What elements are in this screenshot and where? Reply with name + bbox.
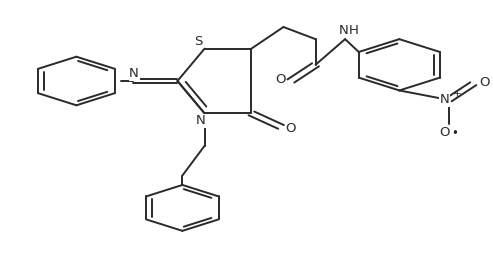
Text: +: +: [453, 89, 462, 99]
Text: O: O: [275, 73, 285, 86]
Text: •: •: [451, 127, 458, 140]
Text: H: H: [349, 24, 359, 37]
Text: O: O: [285, 122, 296, 135]
Text: O: O: [479, 76, 490, 89]
Text: S: S: [195, 35, 203, 48]
Text: N: N: [339, 24, 349, 37]
Text: N: N: [440, 93, 450, 106]
Text: O: O: [439, 126, 450, 139]
Text: N: N: [196, 114, 206, 127]
Text: N: N: [129, 67, 139, 80]
